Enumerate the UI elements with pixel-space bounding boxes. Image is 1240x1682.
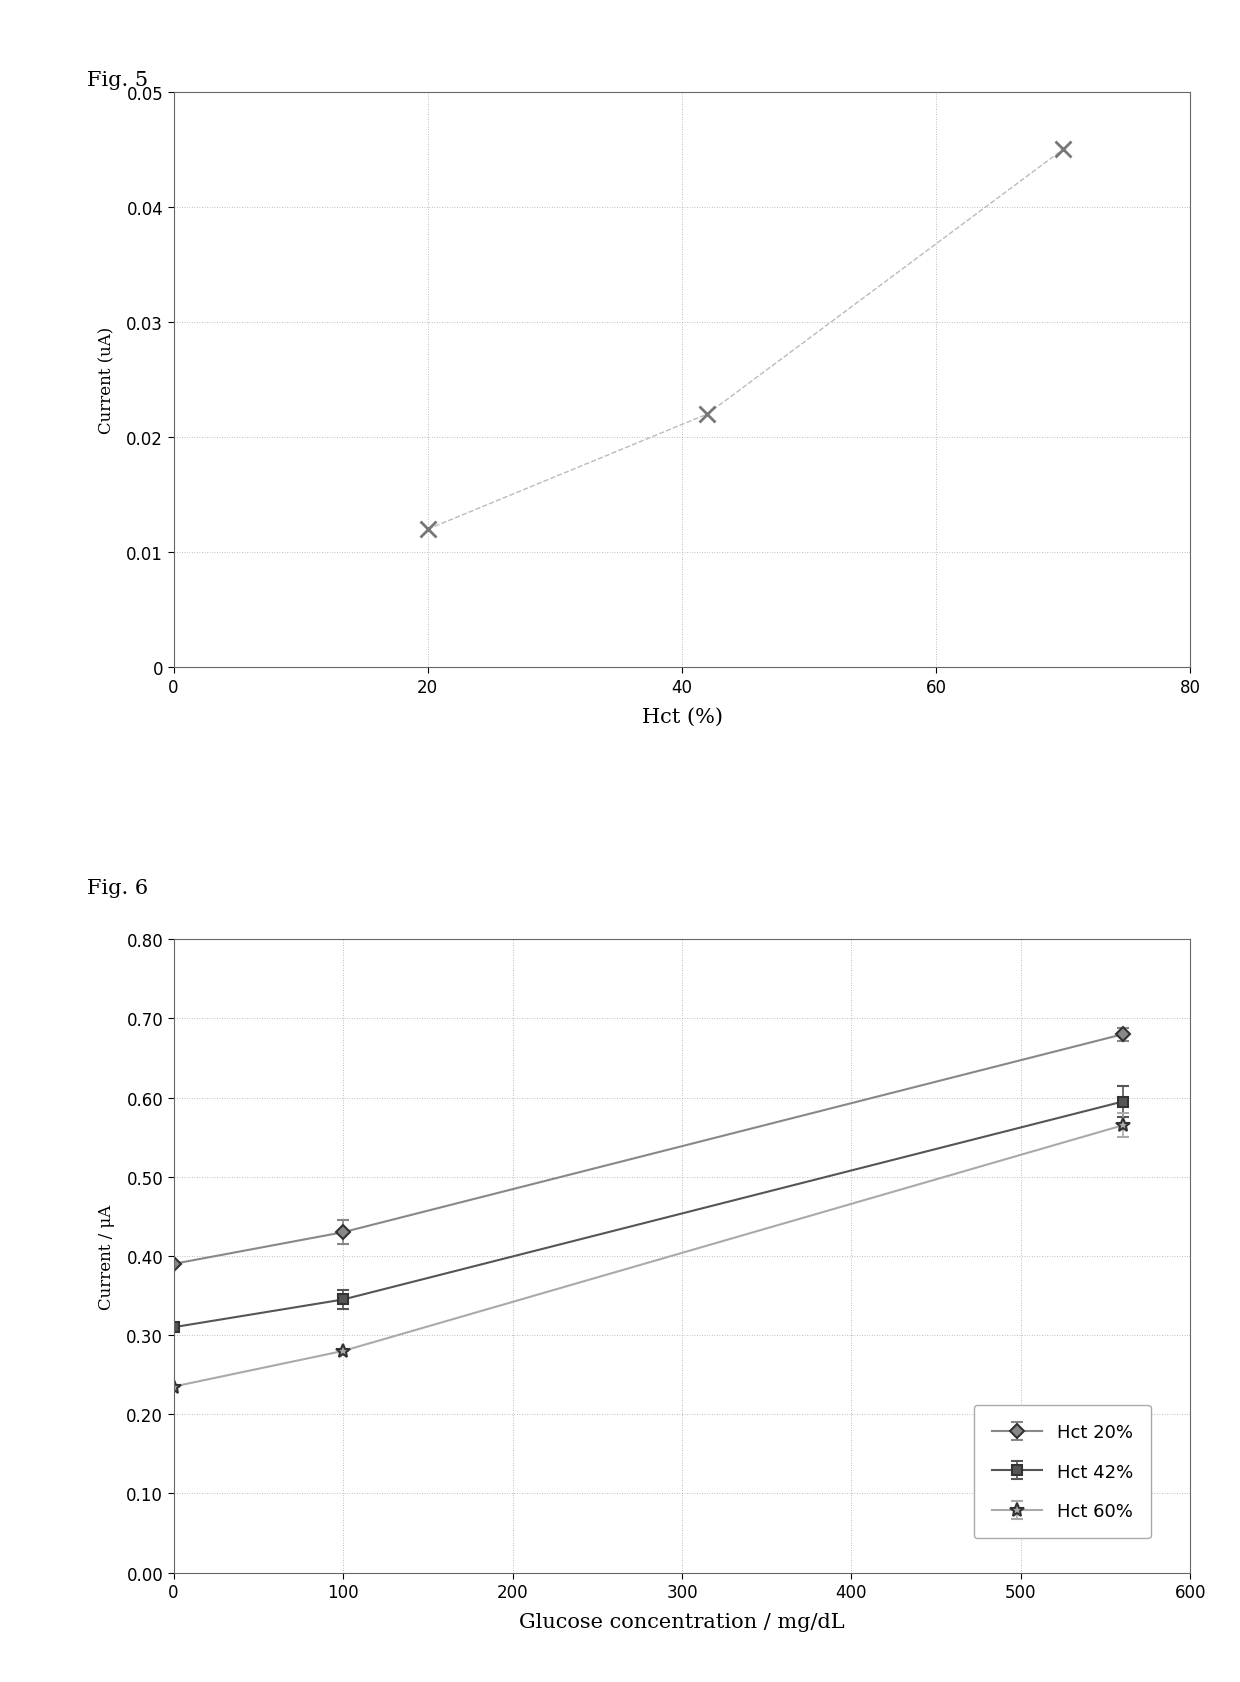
Y-axis label: Current / μA: Current / μA bbox=[98, 1204, 115, 1309]
Legend: Hct 20%, Hct 42%, Hct 60%: Hct 20%, Hct 42%, Hct 60% bbox=[973, 1404, 1151, 1539]
Y-axis label: Current (uA): Current (uA) bbox=[98, 326, 115, 434]
Text: Fig. 6: Fig. 6 bbox=[87, 878, 148, 897]
X-axis label: Glucose concentration / mg/dL: Glucose concentration / mg/dL bbox=[520, 1611, 844, 1632]
X-axis label: Hct (%): Hct (%) bbox=[641, 708, 723, 727]
Text: Fig. 5: Fig. 5 bbox=[87, 71, 148, 89]
